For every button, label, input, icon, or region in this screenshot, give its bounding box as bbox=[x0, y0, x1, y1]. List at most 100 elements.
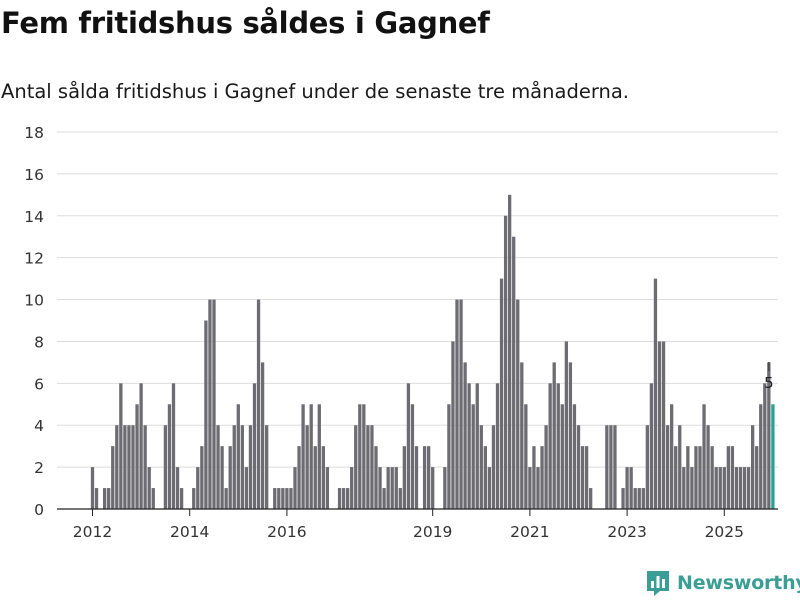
bar[interactable] bbox=[556, 383, 560, 509]
bar[interactable] bbox=[366, 425, 370, 509]
bar[interactable] bbox=[641, 488, 645, 509]
bar[interactable] bbox=[422, 446, 427, 509]
bar[interactable] bbox=[256, 299, 261, 509]
bar[interactable] bbox=[313, 446, 317, 509]
bar[interactable] bbox=[686, 446, 690, 509]
bar[interactable] bbox=[576, 425, 581, 509]
bar[interactable] bbox=[528, 467, 532, 509]
bar[interactable] bbox=[516, 299, 520, 509]
bar[interactable] bbox=[746, 467, 751, 509]
bar[interactable] bbox=[135, 404, 139, 509]
bar[interactable] bbox=[698, 446, 702, 509]
bar[interactable] bbox=[212, 299, 216, 509]
bar[interactable] bbox=[670, 404, 674, 509]
bar[interactable] bbox=[491, 425, 496, 509]
bar[interactable] bbox=[147, 467, 151, 509]
bar[interactable] bbox=[293, 467, 297, 509]
bar[interactable] bbox=[540, 446, 544, 509]
bar[interactable] bbox=[706, 425, 710, 509]
bar[interactable] bbox=[471, 404, 475, 509]
bar[interactable] bbox=[410, 404, 415, 509]
bar[interactable] bbox=[447, 404, 451, 509]
bar[interactable] bbox=[341, 488, 346, 509]
bar[interactable] bbox=[171, 383, 176, 509]
bar[interactable] bbox=[568, 362, 573, 509]
bar[interactable] bbox=[560, 404, 564, 509]
bar[interactable] bbox=[653, 278, 658, 509]
bar[interactable] bbox=[548, 383, 552, 509]
bar[interactable] bbox=[285, 488, 289, 509]
bar[interactable] bbox=[755, 446, 759, 509]
bar[interactable] bbox=[402, 446, 406, 509]
bar[interactable] bbox=[714, 467, 718, 509]
bar[interactable] bbox=[390, 467, 394, 509]
bar[interactable] bbox=[350, 467, 354, 509]
bar[interactable] bbox=[103, 488, 107, 509]
bar[interactable] bbox=[584, 446, 589, 509]
bar[interactable] bbox=[143, 425, 147, 509]
bar[interactable] bbox=[240, 425, 244, 509]
bar[interactable] bbox=[337, 488, 342, 509]
bar[interactable] bbox=[370, 425, 374, 509]
bar[interactable] bbox=[317, 404, 321, 509]
bar[interactable] bbox=[479, 425, 483, 509]
bar[interactable] bbox=[163, 425, 168, 509]
bar[interactable] bbox=[495, 383, 500, 509]
bar[interactable] bbox=[236, 404, 240, 509]
bar[interactable] bbox=[524, 404, 528, 509]
bar[interactable] bbox=[552, 362, 556, 509]
highlight-bar[interactable] bbox=[771, 404, 775, 509]
bar[interactable] bbox=[406, 383, 411, 509]
bar[interactable] bbox=[544, 425, 548, 509]
bar[interactable] bbox=[321, 446, 325, 509]
bar[interactable] bbox=[661, 341, 666, 509]
bar[interactable] bbox=[297, 446, 301, 509]
bar[interactable] bbox=[609, 425, 613, 509]
bar[interactable] bbox=[633, 488, 637, 509]
bar[interactable] bbox=[645, 425, 649, 509]
bar[interactable] bbox=[167, 404, 172, 509]
bar[interactable] bbox=[443, 467, 447, 509]
bar[interactable] bbox=[248, 425, 253, 509]
bar[interactable] bbox=[228, 446, 232, 509]
bar[interactable] bbox=[119, 383, 123, 509]
bar[interactable] bbox=[200, 446, 204, 509]
bar[interactable] bbox=[649, 383, 654, 509]
bar[interactable] bbox=[508, 194, 512, 510]
bar[interactable] bbox=[325, 467, 330, 509]
bar[interactable] bbox=[220, 446, 224, 509]
bar[interactable] bbox=[718, 467, 722, 509]
bar[interactable] bbox=[179, 488, 184, 509]
bar[interactable] bbox=[605, 425, 609, 509]
bar[interactable] bbox=[232, 425, 236, 509]
bar[interactable] bbox=[503, 215, 508, 509]
bar[interactable] bbox=[463, 362, 467, 509]
bar[interactable] bbox=[451, 341, 455, 509]
bar[interactable] bbox=[487, 467, 492, 509]
bar[interactable] bbox=[273, 488, 277, 509]
bar[interactable] bbox=[475, 383, 479, 509]
bar[interactable] bbox=[309, 404, 313, 509]
bar[interactable] bbox=[386, 467, 390, 509]
bar[interactable] bbox=[629, 467, 633, 509]
bar[interactable] bbox=[94, 488, 99, 509]
bar[interactable] bbox=[382, 488, 386, 509]
bar[interactable] bbox=[362, 404, 366, 509]
bar[interactable] bbox=[702, 404, 706, 509]
bar[interactable] bbox=[414, 446, 419, 509]
bar[interactable] bbox=[252, 383, 257, 509]
bar[interactable] bbox=[260, 362, 265, 509]
bar[interactable] bbox=[682, 467, 686, 509]
bar[interactable] bbox=[115, 425, 119, 509]
bar[interactable] bbox=[244, 467, 249, 509]
bar[interactable] bbox=[621, 488, 625, 509]
bar[interactable] bbox=[532, 446, 536, 509]
bar[interactable] bbox=[378, 467, 382, 509]
bar[interactable] bbox=[431, 467, 435, 509]
bar[interactable] bbox=[455, 299, 459, 509]
bar[interactable] bbox=[499, 278, 504, 509]
bar[interactable] bbox=[374, 446, 378, 509]
bar[interactable] bbox=[564, 341, 568, 509]
bar[interactable] bbox=[358, 404, 362, 509]
bar[interactable] bbox=[196, 467, 200, 509]
